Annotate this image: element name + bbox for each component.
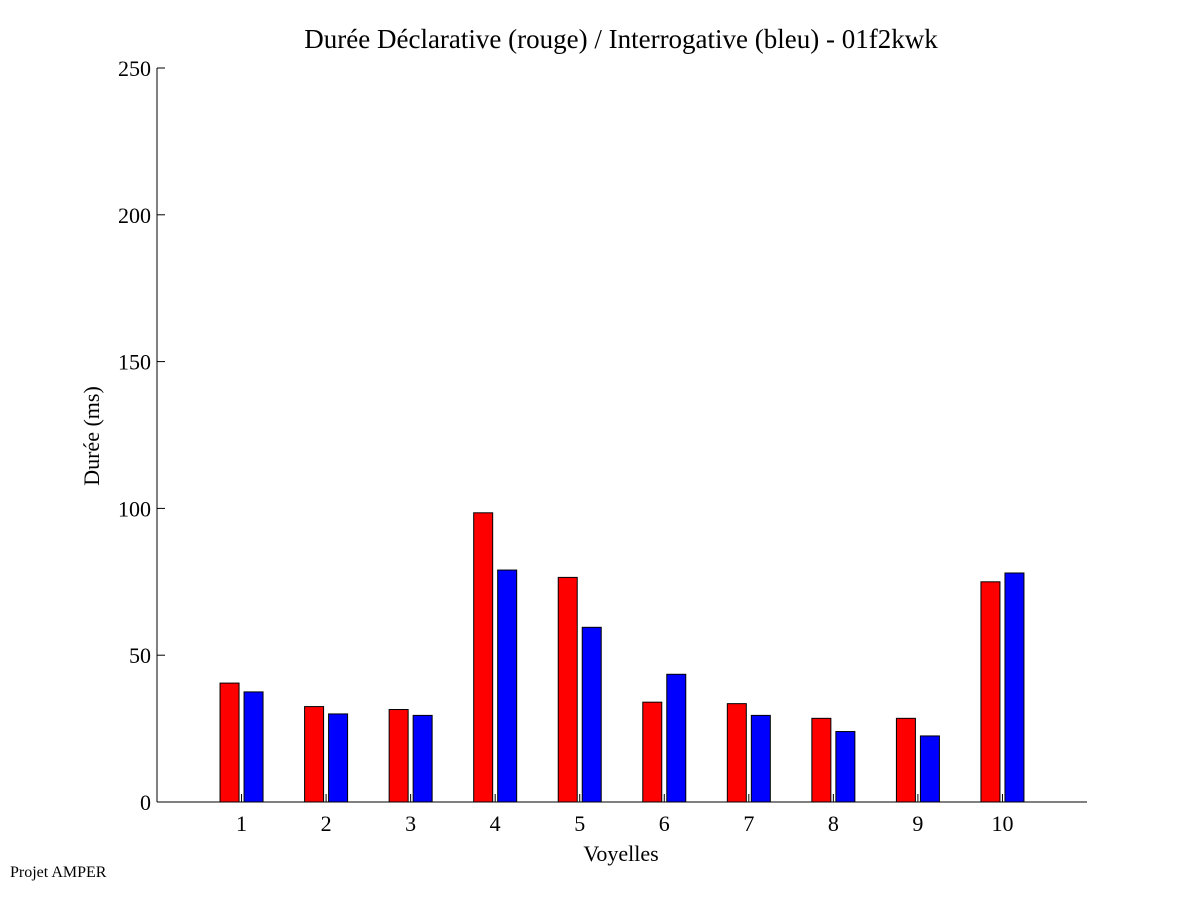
x-tick-label: 3 — [405, 811, 416, 836]
x-tick-label: 1 — [236, 811, 247, 836]
y-tick-label: 200 — [118, 203, 151, 228]
bar-series-2-voyelle-4 — [497, 569, 518, 803]
y-tick-label: 50 — [129, 643, 151, 668]
x-tick-label: 6 — [659, 811, 670, 836]
bar-series-2-voyelle-2 — [328, 713, 349, 803]
bar-series-2-voyelle-3 — [412, 714, 433, 803]
bar-series-1-voyelle-10 — [980, 581, 1001, 803]
bars — [219, 512, 1025, 803]
bar-series-1-voyelle-5 — [557, 576, 578, 803]
footer-note: Projet AMPER — [10, 864, 107, 881]
x-tick-label: 7 — [743, 811, 754, 836]
bar-series-1-voyelle-6 — [642, 701, 663, 803]
bar-series-2-voyelle-6 — [666, 673, 687, 803]
y-tick-label: 100 — [118, 496, 151, 521]
bar-series-1-voyelle-3 — [388, 709, 409, 803]
bar-series-2-voyelle-8 — [835, 731, 856, 803]
x-tick-label: 5 — [574, 811, 585, 836]
bar-series-1-voyelle-9 — [895, 717, 916, 803]
bar-series-1-voyelle-1 — [219, 682, 240, 803]
y-tick-label: 0 — [140, 790, 151, 815]
y-axis: 0 50 100 150 200 250 — [118, 56, 165, 815]
x-tick-label: 4 — [490, 811, 501, 836]
bar-series-2-voyelle-5 — [581, 626, 602, 803]
bar-series-2-voyelle-10 — [1004, 572, 1025, 803]
bar-series-2-voyelle-1 — [243, 691, 264, 803]
y-axis-label: Durée (ms) — [79, 386, 104, 486]
x-tick-label: 8 — [828, 811, 839, 836]
y-tick-label: 250 — [118, 56, 151, 81]
bar-series-2-voyelle-7 — [750, 714, 771, 803]
bar-series-1-voyelle-8 — [811, 717, 832, 803]
chart-title: Durée Déclarative (rouge) / Interrogativ… — [304, 24, 938, 54]
y-tick-label: 150 — [118, 350, 151, 375]
x-axis-label: Voyelles — [583, 841, 658, 866]
x-tick-label: 9 — [912, 811, 923, 836]
x-axis: 1 2 3 4 5 6 7 8 9 10 — [157, 794, 1087, 836]
bar-series-1-voyelle-4 — [473, 512, 494, 803]
x-tick-label: 2 — [321, 811, 332, 836]
x-tick-label: 10 — [991, 811, 1013, 836]
bar-series-2-voyelle-9 — [919, 735, 940, 803]
bar-series-1-voyelle-7 — [726, 703, 747, 803]
bar-series-1-voyelle-2 — [304, 706, 325, 803]
